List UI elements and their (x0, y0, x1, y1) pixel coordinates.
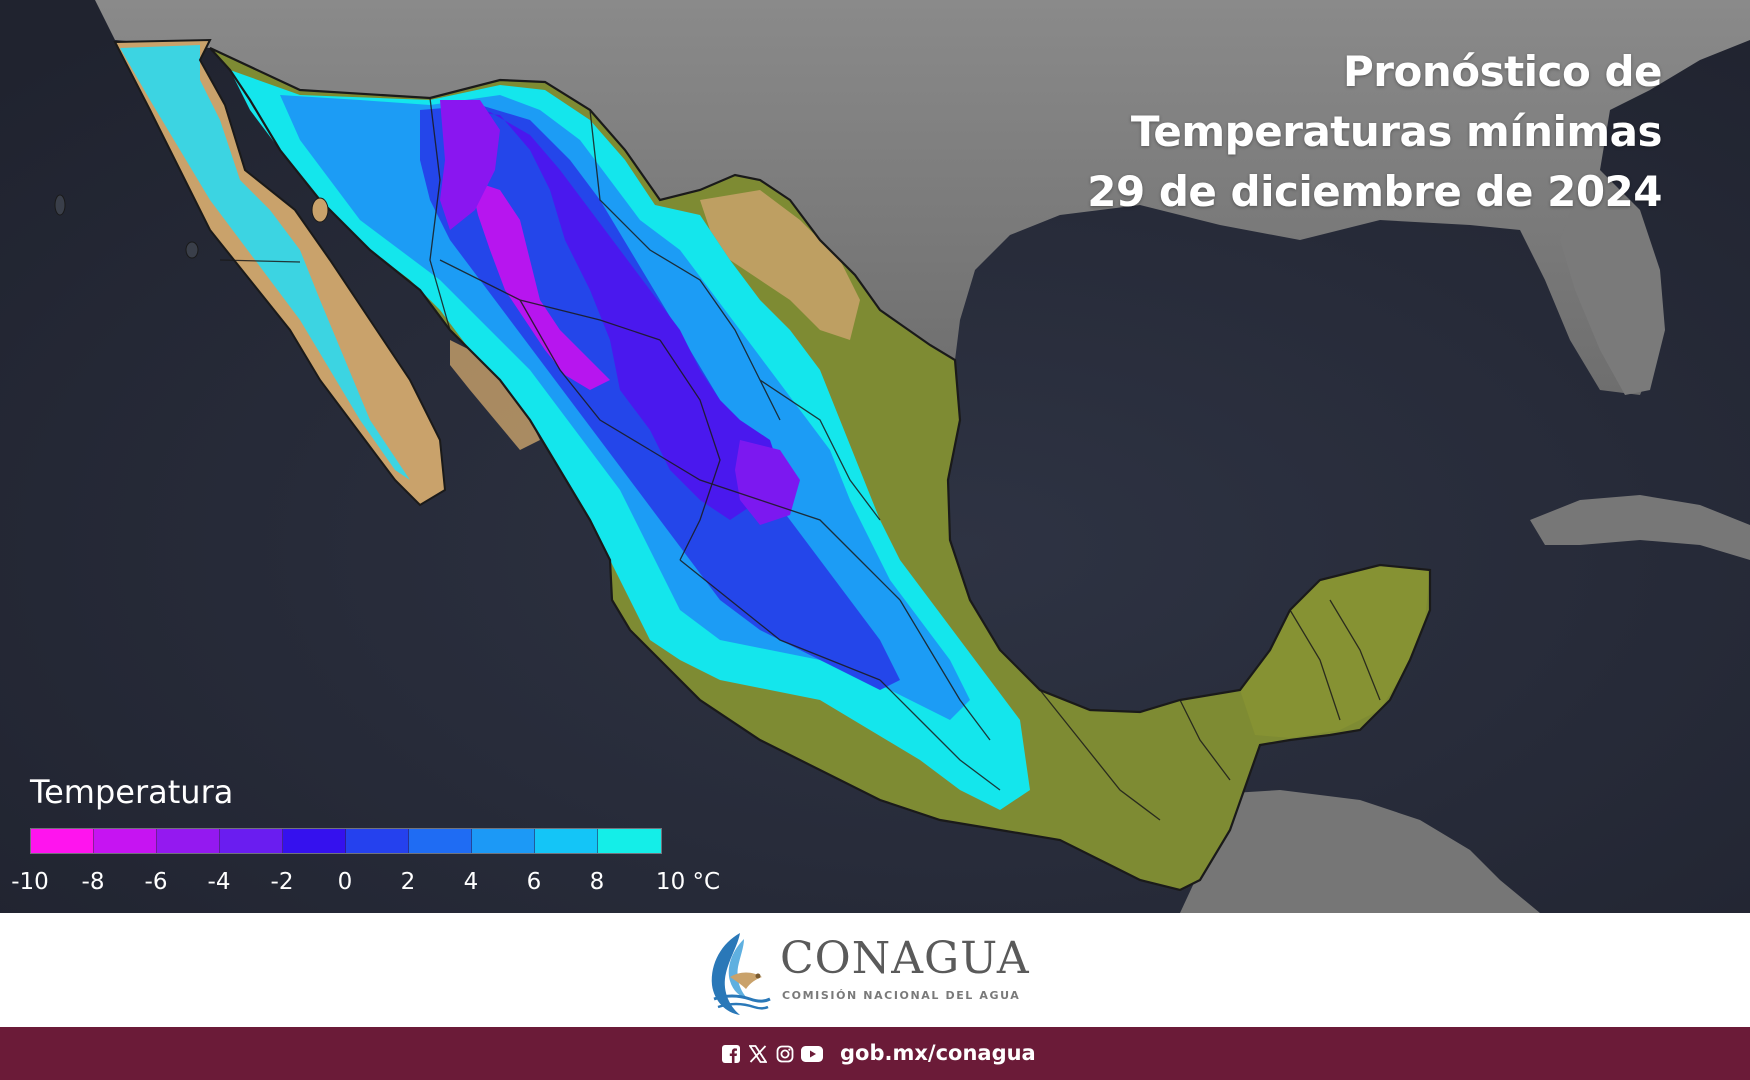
state-boundaries (219, 97, 1381, 821)
cuba-island (1530, 495, 1750, 560)
map-title: Pronóstico de Temperaturas mínimas 29 de… (1087, 42, 1662, 222)
logo-subtitle: COMISIÓN NACIONAL DEL AGUA (782, 989, 1021, 1002)
northern-plains-tan (700, 190, 860, 340)
social-icons (720, 1041, 828, 1067)
coldest-zone-durango (470, 180, 610, 390)
logo-wordmark: CONAGUA (780, 933, 1030, 984)
usa-landmass (95, 0, 1750, 395)
sonora-coast-tan (450, 340, 540, 450)
legend-bin (472, 829, 535, 853)
island-tiburon (311, 197, 329, 223)
coldest-zone-zacatecas (735, 440, 800, 525)
conagua-logo: CONAGUA COMISIÓN NACIONAL DEL AGUA (700, 929, 1060, 1019)
footer-bar: gob.mx/conagua (0, 1027, 1750, 1080)
legend-tick-label: -4 (207, 869, 231, 895)
coldest-zone-chihuahua (440, 100, 500, 230)
legend-tick-label: 2 (400, 869, 416, 895)
baja-coastline (113, 38, 447, 507)
island-cedros (185, 241, 199, 259)
legend-title: Temperatura (30, 773, 234, 811)
legend-tick-label: 8 (589, 869, 605, 895)
legend-bin (598, 829, 661, 853)
legend-bin (94, 829, 157, 853)
legend-tick-label: 4 (463, 869, 479, 895)
facebook-icon[interactable] (720, 1043, 742, 1065)
footer-url-link[interactable]: gob.mx/conagua (840, 1041, 1036, 1065)
legend-bin (409, 829, 472, 853)
x-icon[interactable] (747, 1043, 769, 1065)
mexico-coastline (209, 47, 1432, 892)
logo-band: CONAGUA COMISIÓN NACIONAL DEL AGUA (0, 913, 1750, 1027)
legend-bin (220, 829, 283, 853)
conagua-eagle-water-icon (711, 933, 771, 1015)
legend-bin (31, 829, 94, 853)
legend-ticks: -10 -8 -6 -4 -2 0 2 4 6 8 10 °C (0, 868, 720, 898)
legend-bin (535, 829, 598, 853)
legend-tick-label: -8 (81, 869, 105, 895)
legend-tick-label: -10 (11, 869, 49, 895)
legend-tick-label: -2 (270, 869, 294, 895)
legend-tick-label: -6 (144, 869, 168, 895)
youtube-icon[interactable] (801, 1043, 823, 1065)
baja-california-cold-zone (120, 45, 410, 480)
legend-bin (157, 829, 220, 853)
title-line-3: 29 de diciembre de 2024 (1087, 167, 1662, 216)
legend-bin (283, 829, 346, 853)
legend-tick-label: 0 (337, 869, 353, 895)
cold-region-below-0 (450, 110, 780, 520)
island-guadalupe (54, 194, 66, 216)
legend-color-bar (30, 828, 662, 854)
title-line-2: Temperaturas mínimas (1130, 107, 1663, 156)
forecast-map (0, 0, 1750, 913)
instagram-icon[interactable] (774, 1043, 796, 1065)
yucatan-peninsula (1240, 565, 1430, 738)
florida-peninsula (1560, 170, 1665, 395)
legend-tick-label: 10 °C (655, 869, 721, 895)
temperature-legend: Temperatura -10 -8 -6 -4 -2 0 2 4 6 8 10 °C (0, 770, 720, 910)
title-line-1: Pronóstico de (1343, 47, 1662, 96)
legend-bin (346, 829, 409, 853)
central-america-landmass (1180, 790, 1540, 913)
legend-tick-label: 6 (526, 869, 542, 895)
